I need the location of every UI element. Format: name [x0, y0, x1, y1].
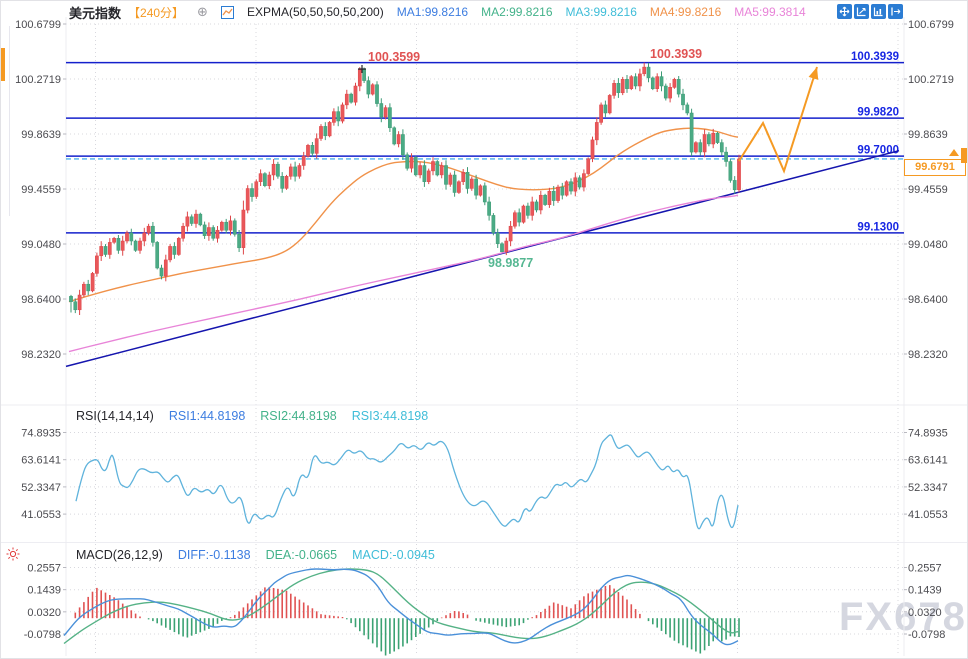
axis-label: 0.2557 [27, 563, 61, 575]
axis-labels: 100.6799 100.6799 100.2719 100.2719 99.8639 9… [15, 19, 954, 641]
axis-label: 41.0553 [908, 509, 948, 521]
rsi2-legend: RSI2:44.8198 [260, 409, 337, 423]
level-lines: 100.3939 99.9820 99.7000 99.1300 [66, 51, 904, 234]
axis-label: 98.9877 [488, 256, 533, 270]
axis-label: 0.2557 [908, 563, 942, 575]
axis-label: 100.6799 [15, 19, 61, 31]
axis-label: 99.4559 [908, 184, 948, 196]
ma5-legend: MA5:99.3814 [734, 5, 806, 19]
axis-label: 98.6400 [908, 294, 948, 306]
indicator-label[interactable]: EXPMA(50,50,50,50,200) [246, 5, 384, 19]
axis-label: 99.8639 [21, 129, 61, 141]
axis-label: 0.1439 [27, 585, 61, 597]
axis-label: 99.4559 [21, 184, 61, 196]
chart-toolbar [837, 4, 903, 19]
axis-label: 100.2719 [908, 74, 954, 86]
axis-label: -0.0798 [908, 629, 945, 641]
rsi-line [75, 434, 739, 530]
candles [69, 62, 741, 315]
ma3-legend: MA3:99.8216 [565, 5, 637, 19]
macd-indicator-label[interactable]: MACD(26,12,9) [76, 548, 163, 562]
axis-label: 63.6141 [908, 455, 948, 467]
chart-header: 美元指数 【240分】 ⊕ EXPMA(50,50,50,50,200) MA1… [69, 3, 806, 21]
pan-move-icon[interactable] [837, 4, 852, 19]
macd-legend: MACD:-0.0945 [352, 548, 435, 562]
zoom-fit-icon[interactable] [854, 4, 869, 19]
axis-label: 99.1300 [857, 221, 899, 233]
axis-label: 41.0553 [21, 509, 61, 521]
watermark: FX678 [839, 595, 967, 639]
axis-label: 0.0320 [27, 607, 61, 619]
diff-line [63, 568, 739, 646]
axis-label: -0.0798 [24, 629, 61, 641]
left-scroll-indicator[interactable] [1, 48, 5, 81]
rsi1-legend: RSI1:44.8198 [168, 409, 246, 423]
current-price-tag: 99.6791 [904, 159, 966, 176]
gridlines [1, 17, 967, 656]
rsi3-legend: RSI3:44.8198 [351, 409, 429, 423]
axis-label: 100.3939 [650, 47, 702, 61]
sun-marker-icon[interactable] [5, 546, 21, 567]
axis-label: 98.6400 [21, 294, 61, 306]
axis-label: 52.3347 [21, 482, 61, 494]
rsi-indicator-label[interactable]: RSI(14,14,14) [76, 409, 154, 423]
axis-label: 100.2719 [15, 74, 61, 86]
axis-label: 99.7000 [857, 145, 899, 157]
axis-label: 0.0320 [908, 607, 942, 619]
axis-label: 99.0480 [21, 239, 61, 251]
axis-label: 98.2320 [21, 349, 61, 361]
latest-price-button[interactable] [961, 148, 967, 163]
axis-label: 52.3347 [908, 482, 948, 494]
indicator-panel-icon[interactable] [871, 4, 886, 19]
axis-label: 98.2320 [908, 349, 948, 361]
axis-label: 99.8639 [908, 129, 948, 141]
left-panel-divider [9, 26, 10, 216]
rsi-header: RSI(14,14,14) RSI1:44.8198 RSI2:44.8198 … [76, 409, 428, 423]
price-annotations: 100.3599 100.3939 98.9877 [358, 47, 702, 270]
ma-orange-line [68, 127, 739, 303]
macd-header: MACD(26,12,9) DIFF:-0.1138 DEA:-0.0665 M… [76, 548, 435, 562]
price-up-arrow-icon [949, 149, 959, 156]
axis-label: 99.9820 [857, 107, 899, 119]
projection-arrow [738, 66, 819, 174]
ma4-legend: MA4:99.8216 [649, 5, 722, 19]
ma2-legend: MA2:99.8216 [481, 5, 553, 19]
settings-icon[interactable]: ⊕ [197, 4, 208, 19]
axis-label: 100.3939 [851, 51, 899, 63]
axis-label: 0.1439 [908, 585, 942, 597]
mini-chart-icon[interactable] [220, 5, 234, 19]
dea-line [63, 568, 739, 645]
macd-histogram [74, 585, 740, 656]
diff-legend: DIFF:-0.1138 [177, 548, 251, 562]
axis-label: 74.8935 [908, 428, 948, 440]
period-label[interactable]: 【240分】 [128, 5, 185, 20]
axis-label: 99.0480 [908, 239, 948, 251]
axis-label: 74.8935 [21, 428, 61, 440]
dea-legend: DEA:-0.0665 [265, 548, 338, 562]
symbol-title: 美元指数 [69, 5, 122, 21]
axis-label: 100.6799 [908, 19, 954, 31]
axis-label: 63.6141 [21, 455, 61, 467]
axis-label: 100.3599 [368, 50, 420, 64]
ma1-legend: MA1:99.8216 [396, 5, 469, 19]
expand-right-icon[interactable] [888, 4, 903, 19]
ma-pink-line [68, 194, 739, 353]
